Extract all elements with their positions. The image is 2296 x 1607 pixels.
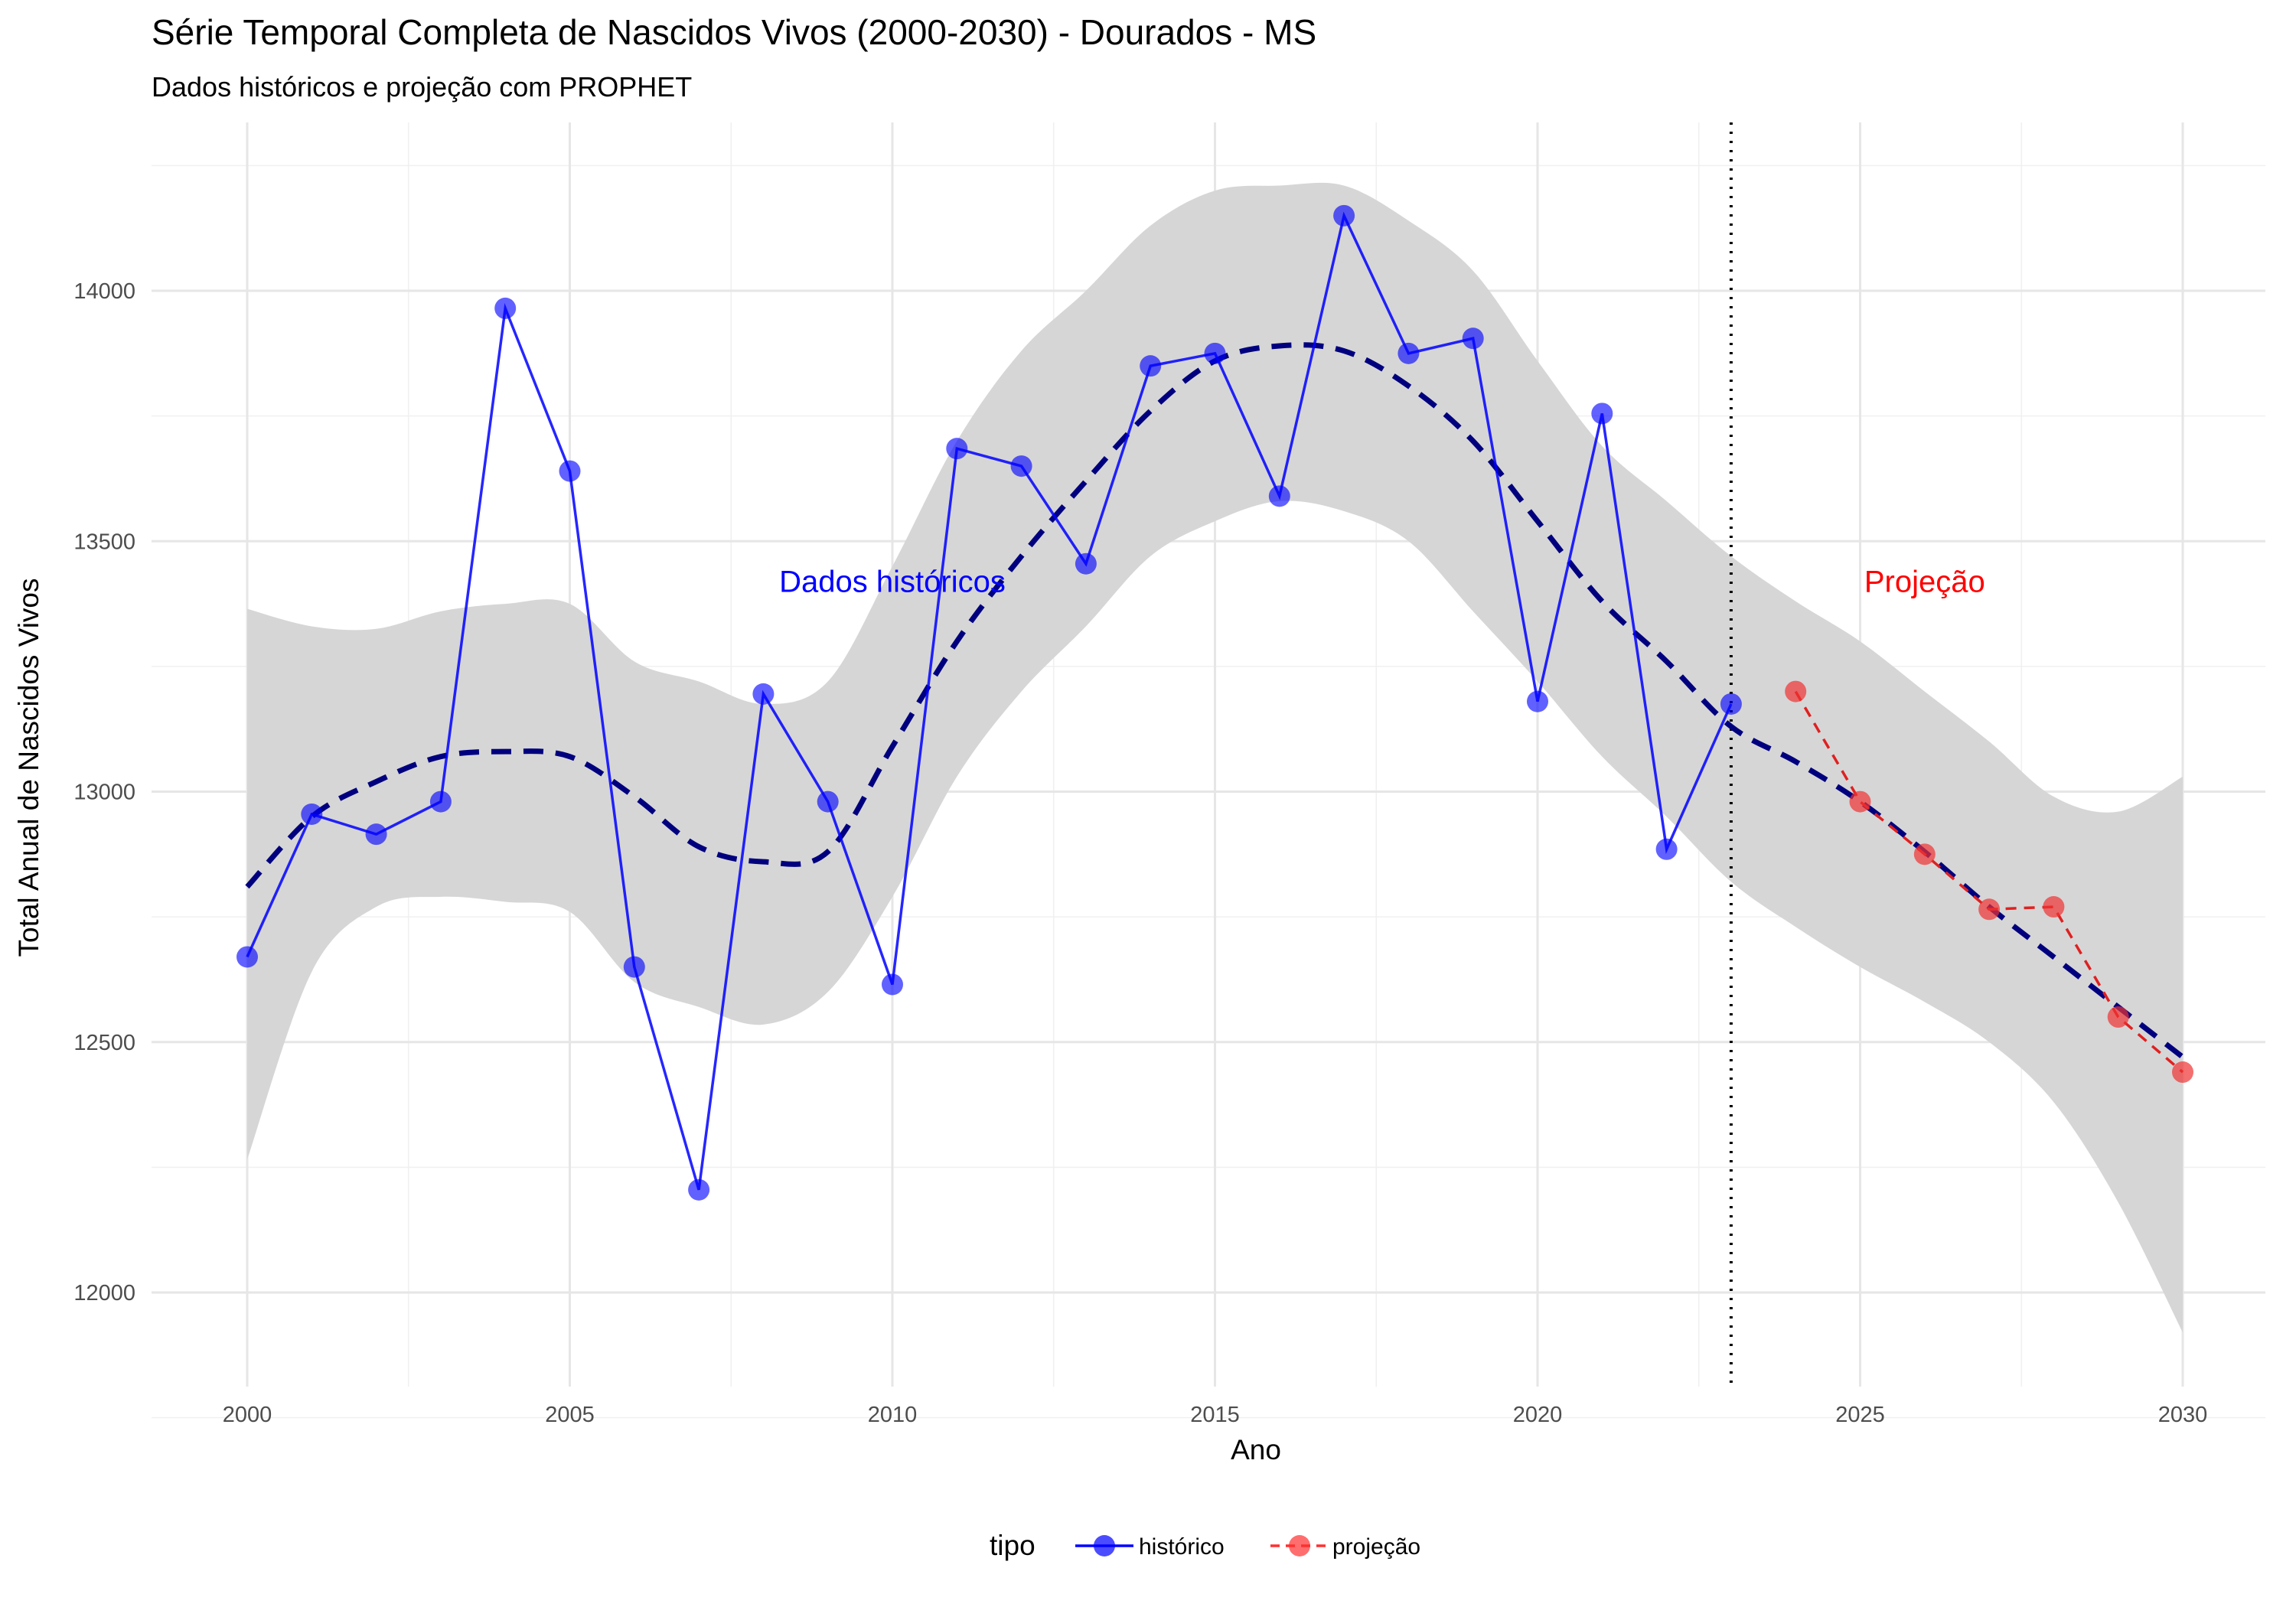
historico-point [559,460,581,482]
x-tick-label: 2030 [2158,1403,2208,1427]
historico-point [1204,342,1226,364]
annotation-projecao: Projeção [1864,566,1985,599]
historico-point [494,297,517,319]
x-tick-label: 2025 [1835,1403,1885,1427]
historico-point [1075,553,1097,575]
legend-key-point [1094,1535,1115,1556]
legend: tipo histórico projeção [990,1530,1420,1561]
x-tick-label: 2000 [223,1403,272,1427]
confidence-band-area [247,182,2183,1333]
y-tick-label: 12000 [73,1281,135,1305]
chart-subtitle: Dados históricos e projeção com PROPHET [152,71,692,103]
projecao-point [1978,898,2001,921]
historico-point [429,790,452,813]
historico-point [882,973,903,996]
annotations: Dados históricos Projeção [779,566,1985,599]
projecao-point [2172,1061,2193,1084]
x-tick-label: 2005 [545,1403,595,1427]
projecao-point [1849,790,1871,813]
historico-point [1010,455,1032,478]
historico-point [817,790,839,813]
projecao-point [1785,680,1807,702]
y-tick-label: 14000 [73,279,135,304]
historico-point [1268,485,1290,507]
y-tick-label: 13500 [73,530,135,554]
historico-point [623,956,645,978]
legend-key-point [1289,1535,1310,1556]
annotation-historico: Dados históricos [779,566,1006,599]
y-axis-ticks: 12000 12500 13000 13500 14000 [73,279,135,1305]
historico-point [1655,838,1678,860]
x-axis-ticks: 2000 2005 2010 2015 2020 2025 2030 [223,1403,2208,1427]
legend-title: tipo [990,1530,1035,1561]
chart-title: Série Temporal Completa de Nascidos Vivo… [152,12,1316,52]
historico-point [1397,342,1420,364]
legend-label: histórico [1139,1534,1225,1560]
projecao-point [2043,896,2065,918]
historico-point [1720,693,1742,715]
historico-point [365,823,387,846]
historico-point [301,803,323,825]
projecao-point [2107,1006,2129,1028]
historico-point [1333,204,1355,227]
y-tick-label: 13000 [73,781,135,805]
y-axis-title: Total Anual de Nascidos Vivos [13,578,44,957]
x-tick-label: 2015 [1190,1403,1240,1427]
confidence-band [247,182,2183,1333]
historico-point [1462,328,1484,350]
legend-label: projeção [1332,1534,1420,1560]
historico-point [1140,355,1162,377]
y-tick-label: 12500 [73,1031,135,1055]
historico-line [246,211,1733,1191]
historico-point [688,1178,710,1201]
x-tick-label: 2020 [1513,1403,1563,1427]
historico-point [236,946,258,968]
historico-point [752,683,775,705]
historico-point [1591,403,1613,425]
x-axis-title: Ano [1231,1434,1281,1465]
series-points [236,204,2193,1201]
historico-point [946,438,968,460]
historico-point [1527,690,1548,712]
x-tick-label: 2010 [868,1403,918,1427]
projecao-point [1913,843,1936,865]
